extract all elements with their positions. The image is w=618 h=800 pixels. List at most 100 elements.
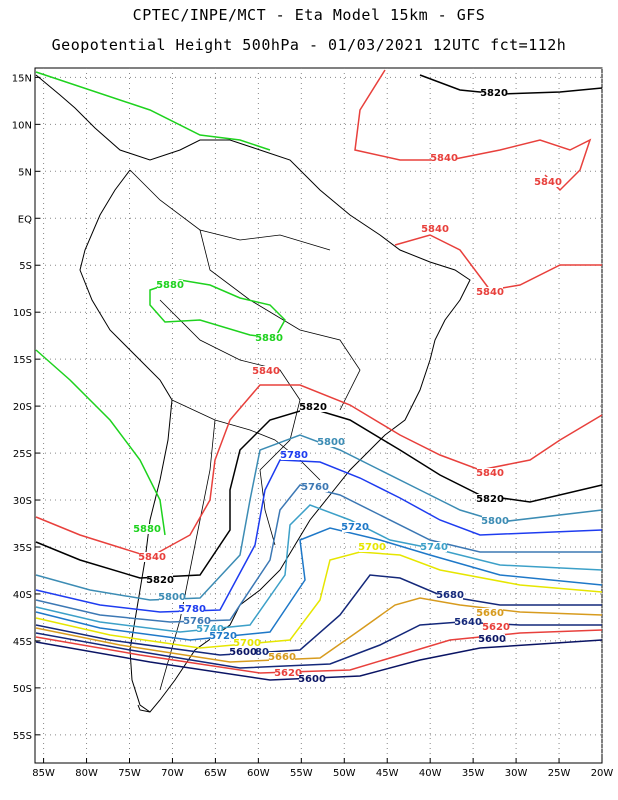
contour-5880	[35, 349, 166, 536]
contour-label-5840: 5840	[476, 468, 504, 479]
contour-label-5620: 5620	[274, 668, 302, 679]
contour-label-bg	[134, 524, 160, 534]
lat-tick-label: 40S	[13, 590, 32, 601]
contour-5820	[419, 74, 603, 95]
lat-tick-label: 55S	[13, 731, 32, 742]
lon-tick-label: 45W	[376, 768, 399, 779]
lon-tick-label: 55W	[290, 768, 313, 779]
contour-label-bg	[139, 552, 165, 562]
lat-tick-label: 20S	[13, 402, 32, 413]
contour-label-5880: 5880	[133, 524, 161, 535]
contour-5680	[35, 574, 602, 656]
contour-label-bg	[184, 616, 210, 626]
lon-tick-label: 35W	[462, 768, 485, 779]
contour-label-5880: 5880	[156, 280, 184, 291]
lon-tick-label: 65W	[204, 768, 227, 779]
lat-tick-label: 25S	[13, 449, 32, 460]
contour-5740	[35, 504, 603, 633]
contour-label-5820: 5820	[480, 88, 508, 99]
contour-label-bg	[455, 617, 481, 627]
contour-label-5600: 5600	[478, 634, 506, 645]
lon-tick-label: 25W	[548, 768, 571, 779]
contour-label-bg	[477, 287, 503, 297]
contour-label-5820: 5820	[146, 575, 174, 586]
contour-label-5660: 5660	[268, 652, 296, 663]
contour-label-5780: 5780	[178, 604, 206, 615]
contour-label-bg	[481, 88, 507, 98]
contour-5800	[35, 434, 603, 601]
contour-label-bg	[157, 280, 183, 290]
contour-label-bg	[479, 634, 505, 644]
contour-label-5620: 5620	[482, 622, 510, 633]
contour-label-5720: 5720	[341, 522, 369, 533]
lon-tick-label: 30W	[505, 768, 528, 779]
contour-label-bg	[342, 522, 368, 532]
lon-tick-label: 80W	[75, 768, 98, 779]
contour-5700	[35, 551, 603, 649]
contour-label-bg	[230, 647, 256, 657]
chart-title: CPTEC/INPE/MCT - Eta Model 15km - GFS	[132, 6, 486, 24]
contour-label-5700: 5700	[358, 542, 386, 553]
contour-5780	[35, 459, 603, 613]
contour-label-bg	[179, 604, 205, 614]
contour-5880	[35, 71, 271, 151]
contour-label-bg	[535, 177, 561, 187]
contour-label-bg	[197, 624, 223, 634]
contour-label-5840: 5840	[421, 224, 449, 235]
coastline	[35, 74, 471, 713]
contour-label-5840: 5840	[138, 552, 166, 563]
contour-label-bg	[275, 668, 301, 678]
lon-tick-label: 85W	[32, 768, 55, 779]
contour-label-5840: 5840	[534, 177, 562, 188]
contour-label-5780: 5780	[280, 450, 308, 461]
lat-tick-label: 10S	[13, 308, 32, 319]
contour-label-5800: 5800	[317, 437, 345, 448]
contour-label-bg	[300, 402, 326, 412]
contour-5880	[149, 279, 286, 339]
contour-label-5760: 5760	[183, 616, 211, 627]
contour-label-5740: 5740	[420, 542, 448, 553]
lon-tick-label: 60W	[247, 768, 270, 779]
lat-tick-label: 50S	[13, 684, 32, 695]
contour-label-bg	[483, 622, 509, 632]
contour-label-5820: 5820	[476, 494, 504, 505]
contour-label-bg	[234, 638, 260, 648]
lat-tick-label: EQ	[18, 214, 32, 225]
contour-label-5840: 5840	[476, 287, 504, 298]
longitude-tick-labels: 85W 80W 75W 70W 65W 60W 55W 50W 45W 40W 35W 30W 25W 2…	[32, 768, 613, 779]
lat-tick-label: 45S	[13, 637, 32, 648]
contour-label-bg	[269, 652, 295, 662]
contour-label-bg	[318, 437, 344, 447]
contour-label-bg	[256, 333, 282, 343]
contour-label-bg	[422, 224, 448, 234]
lat-tick-label: 5S	[19, 261, 32, 272]
contour-label-5680: 5680	[436, 590, 464, 601]
contour-5620	[35, 629, 603, 674]
contour-label-5720: 5720	[209, 631, 237, 642]
contour-label-5800: 5800	[158, 592, 186, 603]
lat-tick-label: 30S	[13, 496, 32, 507]
contour-5840	[354, 69, 592, 192]
contour-lines: 5880 5880 5880 5840 5840 5840 5840 5840 5840 5840…	[35, 69, 603, 685]
lon-tick-label: 40W	[419, 768, 442, 779]
contour-label-bg	[299, 674, 325, 684]
contour-label-5740: 5740	[196, 624, 224, 635]
contour-label-bg	[431, 153, 457, 163]
contour-label-5800: 5800	[481, 516, 509, 527]
lon-tick-label: 70W	[161, 768, 184, 779]
lat-tick-label: 5N	[18, 167, 32, 178]
contour-label-5840: 5840	[430, 153, 458, 164]
lat-tick-label: 15S	[13, 355, 32, 366]
contour-label-bg	[477, 608, 503, 618]
lon-tick-label: 20W	[591, 768, 614, 779]
lat-tick-label: 15N	[12, 73, 32, 84]
contour-label-5840: 5840	[252, 366, 280, 377]
lat-tick-label: 10N	[12, 120, 32, 131]
lat-tick-label: 35S	[13, 543, 32, 554]
contour-label-5600: 5600	[229, 647, 257, 658]
lon-tick-label: 50W	[333, 768, 356, 779]
contour-label-bg	[421, 542, 447, 552]
lon-tick-label: 75W	[118, 768, 141, 779]
contour-label-5660: 5660	[476, 608, 504, 619]
